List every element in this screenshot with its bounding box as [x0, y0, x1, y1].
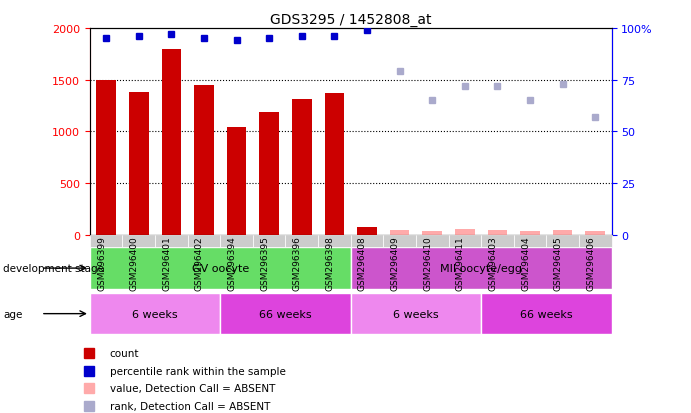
Text: GSM296394: GSM296394 [227, 236, 236, 291]
Title: GDS3295 / 1452808_at: GDS3295 / 1452808_at [270, 12, 431, 26]
Bar [520, 232, 540, 235]
Bar [122, 235, 155, 248]
Text: GSM296410: GSM296410 [423, 236, 432, 291]
Text: GSM296411: GSM296411 [456, 236, 465, 291]
Bar [553, 230, 572, 235]
Text: GSM296405: GSM296405 [553, 236, 562, 291]
Bar [220, 293, 350, 335]
Bar [448, 235, 481, 248]
Text: GSM296403: GSM296403 [489, 236, 498, 291]
Text: GSM296396: GSM296396 [293, 236, 302, 291]
Text: 66 weeks: 66 weeks [259, 309, 312, 319]
Text: GSM296408: GSM296408 [358, 236, 367, 291]
Bar [481, 235, 513, 248]
Bar [292, 100, 312, 235]
Text: percentile rank within the sample: percentile rank within the sample [109, 366, 285, 376]
Text: GSM296395: GSM296395 [261, 236, 269, 291]
Bar [350, 235, 384, 248]
Text: GSM296400: GSM296400 [130, 236, 139, 291]
Text: 6 weeks: 6 weeks [132, 309, 178, 319]
Text: GV oocyte: GV oocyte [191, 263, 249, 273]
Text: rank, Detection Call = ABSENT: rank, Detection Call = ABSENT [109, 401, 270, 411]
Text: GSM296404: GSM296404 [521, 236, 530, 290]
Bar [513, 235, 547, 248]
Bar [455, 230, 475, 235]
Bar [350, 293, 481, 335]
Bar [318, 235, 350, 248]
Bar [194, 86, 214, 235]
Text: 66 weeks: 66 weeks [520, 309, 573, 319]
Bar [162, 50, 181, 235]
Text: age: age [3, 309, 23, 319]
Bar [129, 93, 149, 235]
Bar [422, 231, 442, 235]
Bar [488, 231, 507, 235]
Bar [357, 227, 377, 235]
Bar [220, 235, 253, 248]
Bar [285, 235, 318, 248]
Text: value, Detection Call = ABSENT: value, Detection Call = ABSENT [109, 383, 275, 394]
Bar [90, 293, 220, 335]
Bar [259, 113, 279, 235]
Text: GSM296402: GSM296402 [195, 236, 204, 290]
Bar [155, 235, 188, 248]
Text: 6 weeks: 6 weeks [393, 309, 439, 319]
Bar [585, 231, 605, 235]
Text: GSM296398: GSM296398 [325, 236, 334, 291]
Bar [547, 235, 579, 248]
Bar [96, 81, 116, 235]
Bar [416, 235, 448, 248]
Text: GSM296409: GSM296409 [390, 236, 399, 291]
Text: development stage: development stage [3, 263, 104, 273]
Bar [384, 235, 416, 248]
Text: MII oocyte/egg: MII oocyte/egg [440, 263, 522, 273]
Text: GSM296401: GSM296401 [162, 236, 171, 291]
Text: GSM296399: GSM296399 [97, 236, 106, 291]
Bar [188, 235, 220, 248]
Bar [390, 230, 409, 235]
Text: count: count [109, 348, 139, 358]
Bar [90, 235, 122, 248]
Bar [350, 248, 612, 289]
Bar [227, 128, 246, 235]
Bar [253, 235, 285, 248]
Bar [481, 293, 612, 335]
Bar [579, 235, 612, 248]
Bar [325, 94, 344, 235]
Bar [90, 248, 350, 289]
Text: GSM296406: GSM296406 [586, 236, 595, 291]
